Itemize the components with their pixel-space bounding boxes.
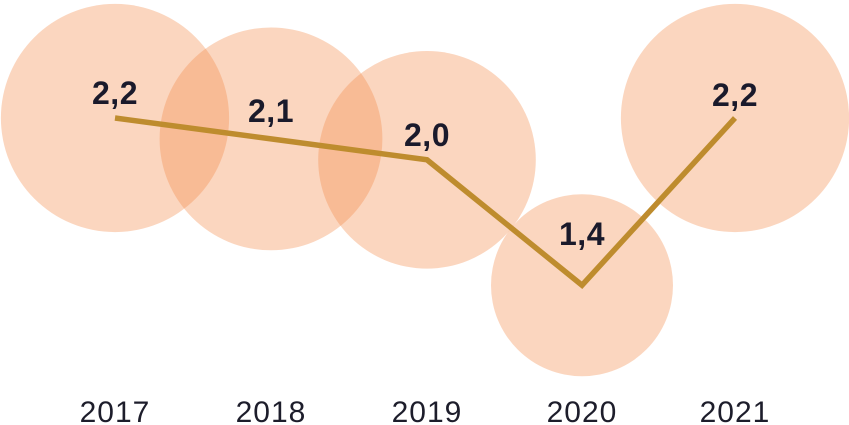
value-label-2021: 2,2 (712, 77, 758, 113)
year-label-2020: 2020 (547, 396, 618, 425)
value-label-2020: 1,4 (559, 216, 605, 252)
year-label-2018: 2018 (236, 396, 307, 425)
value-label-2018: 2,1 (248, 93, 294, 129)
year-label-2019: 2019 (392, 396, 463, 425)
value-labels-layer: 2,2 2,1 2,0 1,4 2,2 (92, 75, 758, 252)
year-label-2017: 2017 (80, 396, 151, 425)
year-labels-layer: 2017 2018 2019 2020 2021 (80, 396, 771, 425)
trend-line (114, 115, 738, 289)
year-label-2021: 2021 (700, 396, 771, 425)
value-label-2019: 2,0 (404, 117, 450, 153)
value-label-2017: 2,2 (92, 75, 138, 111)
bubbles-layer (0, 3, 849, 377)
